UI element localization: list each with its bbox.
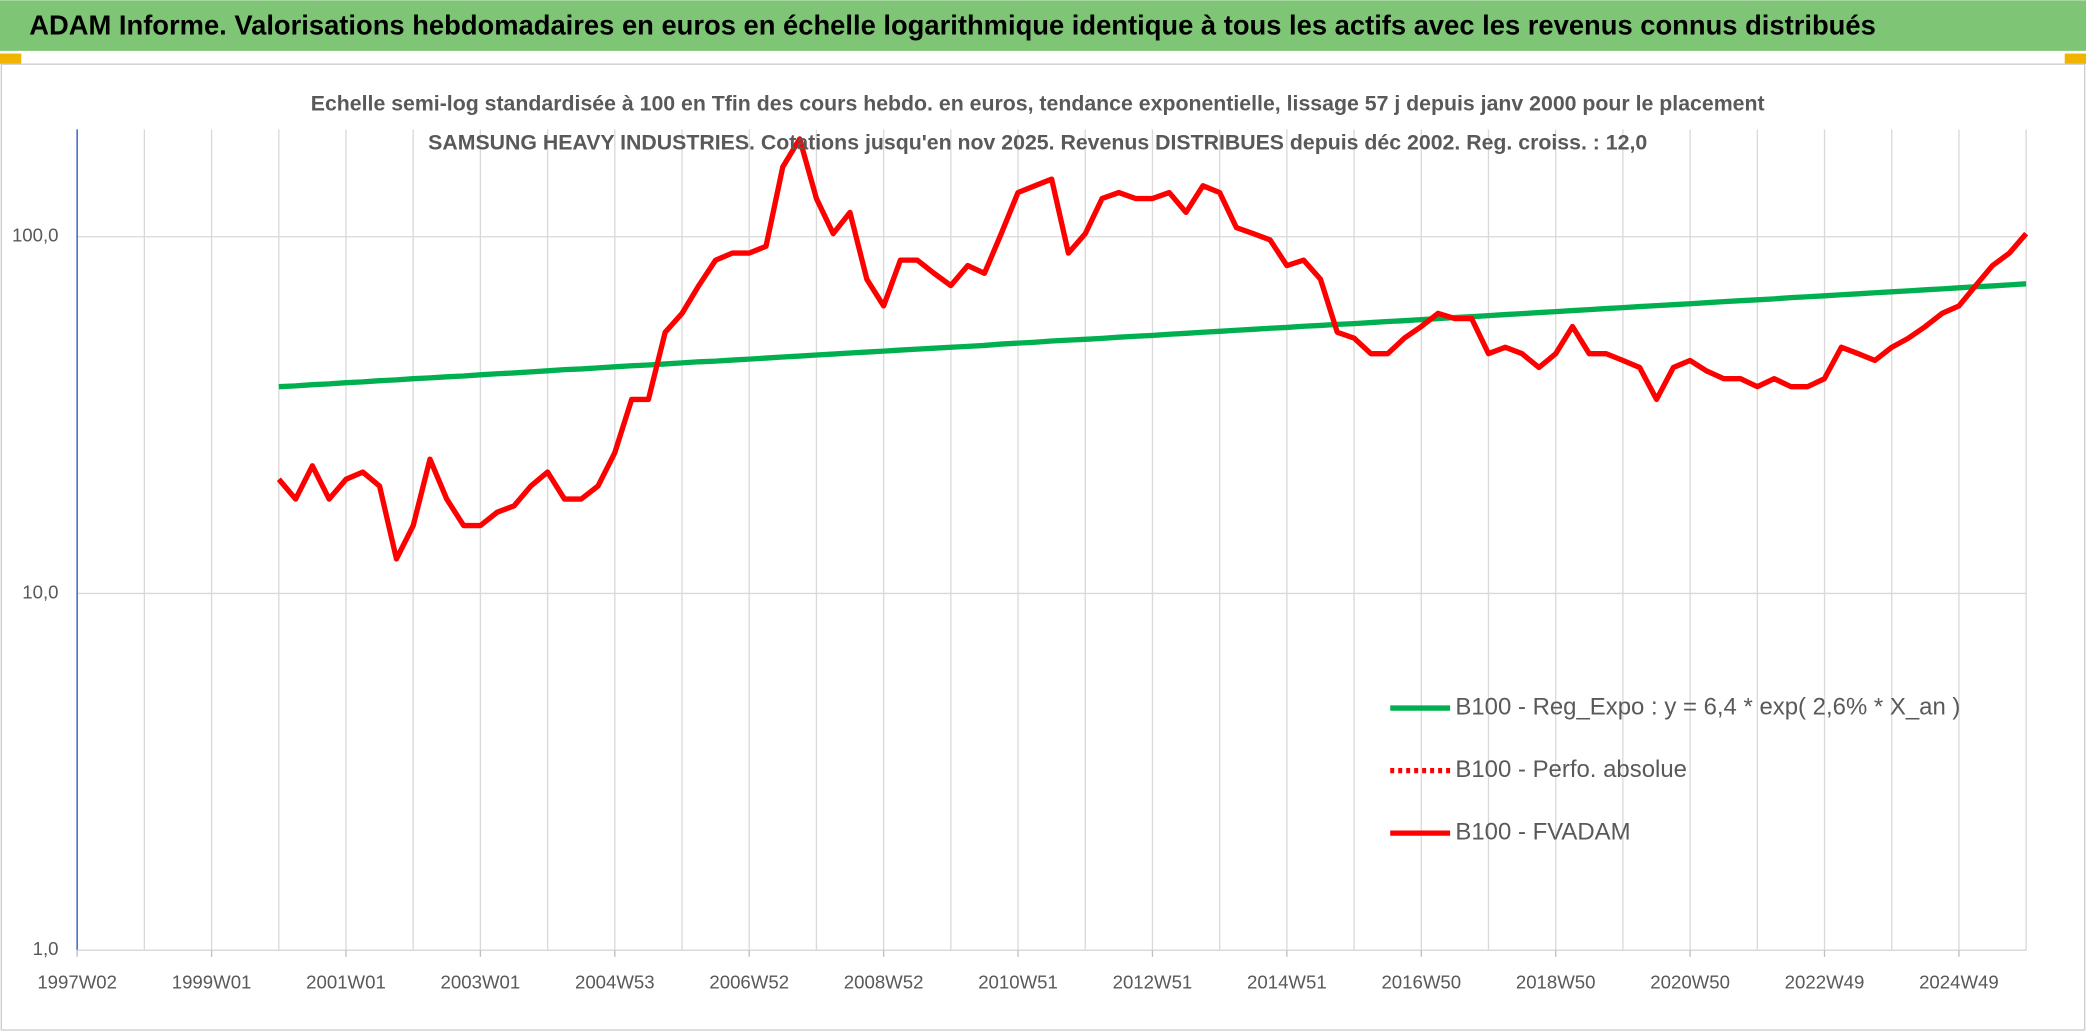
header-bar [0, 0, 2086, 51]
x-tick-label: 2012W51 [1113, 971, 1193, 992]
x-tick-label: 2014W51 [1247, 971, 1327, 992]
plot-area: 1,0 10,0 100,0 1997W02 1999W01 2001W01 2003W01… [12, 129, 2029, 992]
series-line [276, 136, 2029, 562]
x-tick-label: 2008W52 [844, 971, 924, 992]
x-tick-label: 2004W53 [575, 971, 655, 992]
y-tick-label: 100,0 [12, 225, 59, 246]
x-tick-label: 2016W50 [1381, 971, 1461, 992]
frame [0, 63, 2086, 1031]
y-tick-label: 10,0 [22, 581, 58, 602]
x-tick-label: 2010W51 [978, 971, 1058, 992]
x-tick-label: 1999W01 [172, 971, 252, 992]
corner [2064, 53, 2086, 65]
corner [0, 53, 22, 65]
x-tick-label: 2018W50 [1516, 971, 1596, 992]
legend-label: B100 - Reg_Expo : y = 6,4 * exp( 2,6% * … [1455, 693, 1960, 720]
x-tick-label: 1997W02 [37, 971, 117, 992]
x-tick-label: 2020W50 [1650, 971, 1730, 992]
x-tick-label: 2024W49 [1919, 971, 1999, 992]
x-tick-label: 2001W01 [306, 971, 386, 992]
x-tick-label: 2022W49 [1785, 971, 1865, 992]
x-tick-label: 2006W52 [709, 971, 789, 992]
header-title: ADAM Informe. Valorisations hebdomadaire… [29, 9, 1876, 40]
legend-label: B100 - Perfo. absolue [1455, 756, 1687, 783]
title-box: Echelle semi-log standardisée à 100 en T… [310, 93, 1765, 155]
chart-title: Echelle semi-log standardisée à 100 en T… [310, 93, 1765, 155]
legend-label: B100 - FVADAM [1455, 818, 1630, 845]
y-tick-label: 1,0 [33, 938, 59, 959]
series-line [278, 281, 2027, 390]
x-tick-label: 2003W01 [441, 971, 521, 992]
